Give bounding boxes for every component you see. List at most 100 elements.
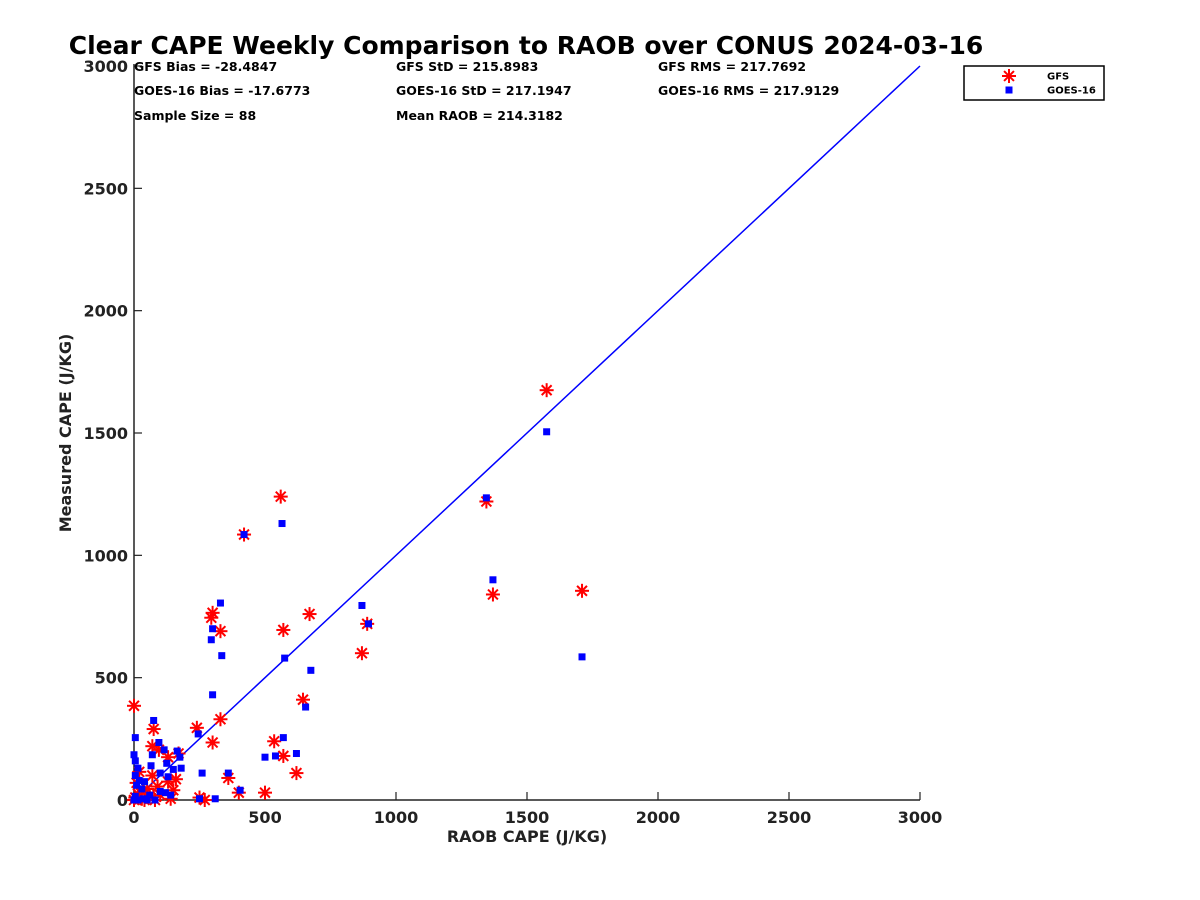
goes16-point	[156, 787, 164, 795]
goes16-point	[140, 778, 148, 786]
x-tick-label: 2500	[767, 808, 812, 827]
goes16-point	[194, 730, 202, 738]
goes16-point	[482, 494, 490, 502]
goes16-point	[150, 716, 158, 724]
x-tick-label: 1500	[505, 808, 550, 827]
goes16-point	[134, 764, 142, 772]
goes16-point	[578, 653, 586, 661]
x-tick-label: 3000	[898, 808, 943, 827]
y-tick-label: 3000	[83, 57, 128, 76]
x-tick-label: 0	[128, 808, 139, 827]
x-tick-label: 500	[248, 808, 281, 827]
gfs-point	[295, 692, 310, 707]
goes16-point	[278, 520, 286, 528]
goes16-point	[156, 769, 164, 777]
goes16-point	[169, 765, 177, 773]
series-gfs	[127, 383, 590, 807]
stat-text: GOES-16 StD = 217.1947	[396, 83, 572, 98]
goes16-point	[131, 792, 139, 800]
goes16-point	[131, 757, 139, 765]
goes16-point	[224, 769, 232, 777]
goes16-point	[143, 796, 151, 804]
gfs-point	[127, 698, 141, 713]
one-to-one-line	[133, 65, 921, 801]
gfs-point	[276, 622, 291, 637]
y-axis-label: Measured CAPE (J/KG)	[56, 334, 75, 533]
legend-gfs-marker	[1002, 69, 1016, 83]
goes16-point	[358, 601, 366, 609]
y-tick-label: 1000	[83, 546, 128, 565]
gfs-point	[575, 583, 590, 598]
goes16-point	[173, 747, 181, 755]
legend-goes16-marker	[1005, 86, 1013, 94]
series-goes-16	[130, 428, 586, 804]
gfs-point	[205, 735, 220, 750]
y-tick-label: 0	[117, 791, 128, 810]
y-tick-label: 500	[95, 669, 128, 688]
stat-text: Mean RAOB = 214.3182	[396, 108, 563, 123]
goes16-point	[147, 762, 155, 770]
goes16-point	[151, 796, 159, 804]
goes16-point	[133, 781, 141, 789]
goes16-point	[176, 753, 184, 761]
goes16-point	[281, 654, 289, 662]
x-tick-label: 2000	[636, 808, 681, 827]
stat-text: GFS Bias = -28.4847	[134, 59, 277, 74]
goes16-point	[139, 795, 147, 803]
gfs-point	[258, 785, 272, 800]
legend: GFS GOES-16	[963, 65, 1105, 101]
goes16-point	[236, 786, 244, 794]
goes16-point	[271, 752, 279, 760]
gfs-point	[354, 646, 369, 661]
goes16-point	[218, 652, 226, 660]
y-tick-label: 1500	[83, 424, 128, 443]
goes16-point	[209, 625, 217, 633]
stats-panel: GFS Bias = -28.4847 GFS StD = 215.8983 GFS…	[134, 59, 839, 123]
goes16-point	[196, 795, 203, 803]
goes16-point	[138, 785, 146, 793]
goes16-point	[261, 753, 269, 761]
reference-line-layer	[133, 65, 921, 801]
stat-text: GOES-16 RMS = 217.9129	[658, 83, 839, 98]
gfs-point	[213, 712, 228, 727]
gfs-point	[204, 610, 219, 625]
goes16-point	[292, 750, 300, 758]
axes: 0 500 1000 1500 2000 2500 3000 0 500 1000 1500 2000…	[83, 57, 942, 827]
stat-text: GFS RMS = 217.7692	[658, 59, 806, 74]
x-axis-label: RAOB CAPE (J/KG)	[447, 827, 607, 846]
goes16-point	[148, 751, 156, 759]
goes16-point	[155, 739, 163, 747]
goes16-point	[216, 599, 224, 607]
goes16-point	[543, 428, 551, 436]
goes16-point	[161, 789, 169, 797]
goes16-point	[302, 703, 310, 711]
points-layer	[127, 383, 590, 807]
goes16-point	[160, 746, 168, 754]
goes16-point	[240, 531, 248, 539]
x-tick-label: 1000	[374, 808, 419, 827]
goes16-point	[167, 791, 175, 799]
goes16-point	[164, 773, 172, 781]
chart-title: Clear CAPE Weekly Comparison to RAOB ove…	[69, 31, 984, 60]
stat-text: Sample Size = 88	[134, 108, 256, 123]
gfs-point	[289, 766, 304, 781]
goes16-point	[198, 769, 206, 777]
goes16-point	[130, 796, 138, 804]
gfs-point	[302, 607, 317, 622]
legend-label: GOES-16	[1047, 86, 1096, 97]
gfs-point	[539, 383, 554, 398]
stat-text: GFS StD = 215.8983	[396, 59, 538, 74]
goes16-point	[177, 764, 185, 772]
goes16-point	[131, 772, 139, 780]
goes16-point	[307, 666, 315, 674]
gfs-point	[146, 722, 161, 737]
goes16-point	[135, 776, 143, 784]
goes16-point	[146, 791, 154, 799]
goes16-point	[211, 795, 219, 803]
legend-label: GFS	[1047, 72, 1069, 83]
gfs-point	[273, 489, 288, 504]
gfs-point	[485, 587, 500, 602]
goes16-point	[209, 691, 217, 699]
gfs-point	[267, 734, 282, 749]
